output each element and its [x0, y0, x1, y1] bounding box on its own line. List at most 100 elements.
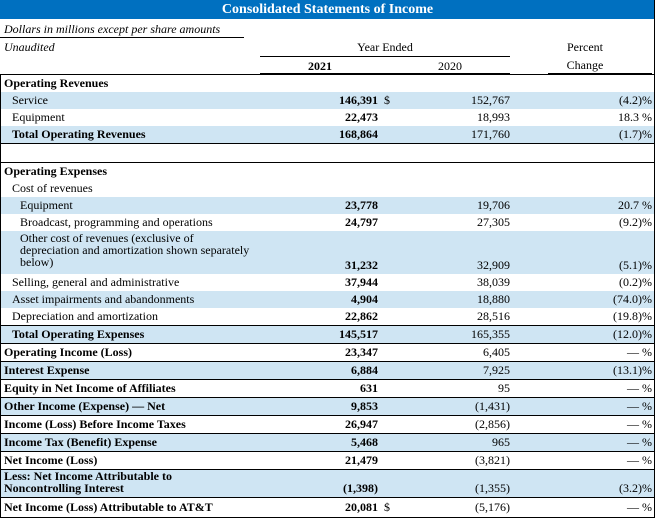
table-row: Other Income (Expense) — Net 9,853 (1,431)… — [0, 397, 655, 415]
currency-symbol — [384, 197, 394, 214]
currency-symbol — [384, 451, 394, 469]
value-2020: 965 — [492, 434, 510, 449]
value-2021: 23,778 — [345, 198, 378, 212]
percent-change: — % — [627, 380, 652, 395]
currency-symbol — [384, 433, 394, 451]
currency-symbol — [384, 231, 394, 274]
divider — [0, 379, 655, 380]
percent-change — [560, 75, 652, 91]
value-2020: (5,176) — [475, 499, 510, 514]
row-label: Equipment — [20, 198, 73, 212]
currency-symbol — [384, 397, 394, 415]
units-note: Dollars in millions except per share amo… — [4, 22, 221, 36]
percent-change: (74.0)% — [613, 292, 652, 306]
value-2021: 146,391 — [339, 93, 378, 107]
divider — [0, 162, 655, 163]
percent-change: — % — [627, 452, 652, 467]
row-label: Total Operating Revenues — [12, 127, 146, 141]
value-2020: (3,821) — [475, 452, 510, 467]
table-row: Other cost of revenues (exclusive of dep… — [0, 231, 655, 274]
table-row: Total Operating Revenues 168,864 171,760 (1… — [0, 126, 655, 143]
value-2020: 7,925 — [483, 362, 510, 377]
row-label: Service — [12, 93, 48, 107]
percent-change: (19.8)% — [613, 309, 652, 323]
value-2020: 28,516 — [477, 309, 510, 323]
value-2020: 18,880 — [477, 292, 510, 306]
value-2021: 24,797 — [345, 215, 378, 229]
row-label: Operating Revenues — [4, 75, 109, 90]
currency-symbol — [384, 308, 394, 325]
row-label: Equipment — [12, 110, 65, 124]
value-2020 — [420, 75, 510, 91]
divider — [0, 143, 655, 144]
table-row: Operating Expenses — [0, 163, 655, 180]
currency-symbol — [384, 379, 394, 397]
percent-change — [560, 163, 652, 180]
percent-change: 20.7 % — [618, 198, 652, 212]
row-label: Total Operating Expenses — [12, 326, 145, 341]
value-2021: 22,473 — [345, 110, 378, 124]
table-row: Operating Revenues — [0, 75, 655, 91]
divider — [0, 74, 655, 75]
percent-change: — % — [627, 416, 652, 431]
table-row: Less: Net Income Attributable to Noncont… — [0, 469, 655, 497]
divider — [0, 74, 1, 518]
currency-symbol — [384, 126, 394, 143]
currency-symbol — [384, 180, 394, 197]
row-label: Net Income (Loss) Attributable to AT&T — [4, 499, 213, 514]
currency-symbol — [384, 75, 394, 91]
divider — [0, 37, 244, 38]
percent-change: — % — [627, 434, 652, 449]
row-label: Other Income (Expense) — Net — [4, 398, 166, 413]
percent-change: (3.2)% — [619, 481, 652, 495]
table-row: Income (Loss) Before Income Taxes 26,947 (… — [0, 415, 655, 433]
year-ended-header: Year Ended — [357, 40, 413, 54]
percent-change: — % — [627, 398, 652, 413]
table-row: Income Tax (Benefit) Expense 5,468 965 — % — [0, 433, 655, 451]
value-2020: 38,039 — [477, 275, 510, 289]
divider — [0, 361, 655, 362]
row-label: Other cost of revenues (exclusive of dep… — [20, 231, 250, 269]
row-label: Operating Income (Loss) — [4, 344, 132, 359]
value-2020: 6,405 — [483, 344, 510, 359]
value-2021: 145,517 — [339, 326, 378, 341]
currency-symbol — [384, 163, 394, 180]
percent-change: — % — [627, 499, 652, 514]
value-2021: 6,884 — [351, 362, 378, 377]
table-row: Equipment 22,473 18,993 18.3 % — [0, 109, 655, 126]
row-label: Cost of revenues — [12, 181, 93, 195]
divider — [0, 325, 655, 326]
value-2021: 21,479 — [345, 452, 378, 467]
percent-change: 18.3 % — [618, 110, 652, 124]
currency-symbol — [384, 274, 394, 291]
currency-symbol — [384, 109, 394, 126]
value-2021: 31,232 — [345, 258, 378, 272]
row-label: Less: Net Income Attributable to Noncont… — [4, 469, 172, 495]
percent-change: (1.7)% — [619, 127, 652, 141]
value-2021 — [260, 163, 378, 180]
value-2021: 5,468 — [351, 434, 378, 449]
currency-symbol — [384, 469, 394, 497]
table-row: Net Income (Loss) 21,479 (3,821) — % — [0, 451, 655, 469]
table-row: Service 146,391 $152,767 (4.2)% — [0, 92, 655, 109]
unaudited-note: Unaudited — [4, 40, 55, 54]
row-label: Interest Expense — [4, 362, 90, 377]
percent-change: (4.2)% — [619, 93, 652, 107]
currency-symbol — [384, 325, 394, 343]
row-label: Asset impairments and abandonments — [12, 292, 195, 306]
currency-symbol — [384, 343, 394, 361]
value-2020 — [420, 163, 510, 180]
year-2020-header: 2020 — [438, 59, 462, 73]
divider — [0, 343, 655, 344]
divider — [0, 497, 655, 498]
value-2020: (1,355) — [475, 481, 510, 495]
value-2021 — [260, 75, 378, 91]
value-2020: (2,856) — [475, 416, 510, 431]
value-2020: (1,431) — [475, 398, 510, 413]
value-2020: 27,305 — [477, 215, 510, 229]
value-2021: 22,862 — [345, 309, 378, 323]
value-2021: 4,904 — [351, 292, 378, 306]
row-label: Income (Loss) Before Income Taxes — [4, 416, 186, 431]
value-2021: 26,947 — [345, 416, 378, 431]
divider — [548, 73, 652, 74]
